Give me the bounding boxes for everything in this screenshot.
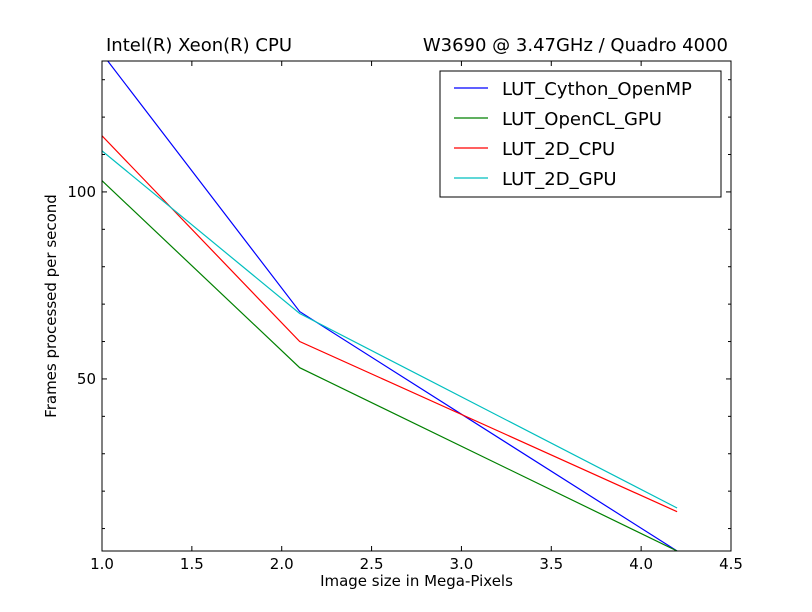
x-tick-label: 2.0 [270, 555, 294, 573]
x-tick-label: 2.5 [360, 555, 384, 573]
x-tick-label: 4.5 [719, 555, 743, 573]
series-layer [102, 61, 678, 551]
x-tick-label: 3.0 [449, 555, 473, 573]
ticks-layer: 1.0 1.5 2.0 2.5 3.0 3.5 4.0 4.5 50 100 [67, 61, 743, 573]
chart-title-left: Intel(R) Xeon(R) CPU [106, 35, 292, 56]
y-tick-label: 100 [67, 183, 96, 201]
chart-title-right: W3690 @ 3.47GHz / Quadro 4000 [423, 35, 728, 56]
y-axis-label: Frames processed per second [42, 194, 60, 418]
legend-label: LUT_OpenCL_GPU [502, 109, 662, 130]
series-line-lut-cython-openmp [106, 61, 678, 551]
legend-label: LUT_2D_CPU [502, 139, 615, 160]
x-axis-label: Image size in Mega-Pixels [320, 572, 513, 590]
x-tick-label: 4.0 [629, 555, 653, 573]
y-tick-label: 50 [77, 370, 96, 388]
series-line-lut-2d-gpu [102, 150, 678, 509]
x-tick-label: 3.5 [539, 555, 563, 573]
legend-box [439, 70, 722, 198]
x-tick-label: 1.5 [180, 555, 204, 573]
series-line-lut-opencl-gpu [102, 180, 678, 551]
legend-label: LUT_Cython_OpenMP [502, 79, 692, 100]
x-tick-label: 1.0 [90, 555, 114, 573]
legend-label: LUT_2D_GPU [502, 169, 617, 190]
legend: LUT_Cython_OpenMP LUT_OpenCL_GPU LUT_2D_CP… [439, 70, 722, 198]
plot-frame [101, 60, 732, 552]
